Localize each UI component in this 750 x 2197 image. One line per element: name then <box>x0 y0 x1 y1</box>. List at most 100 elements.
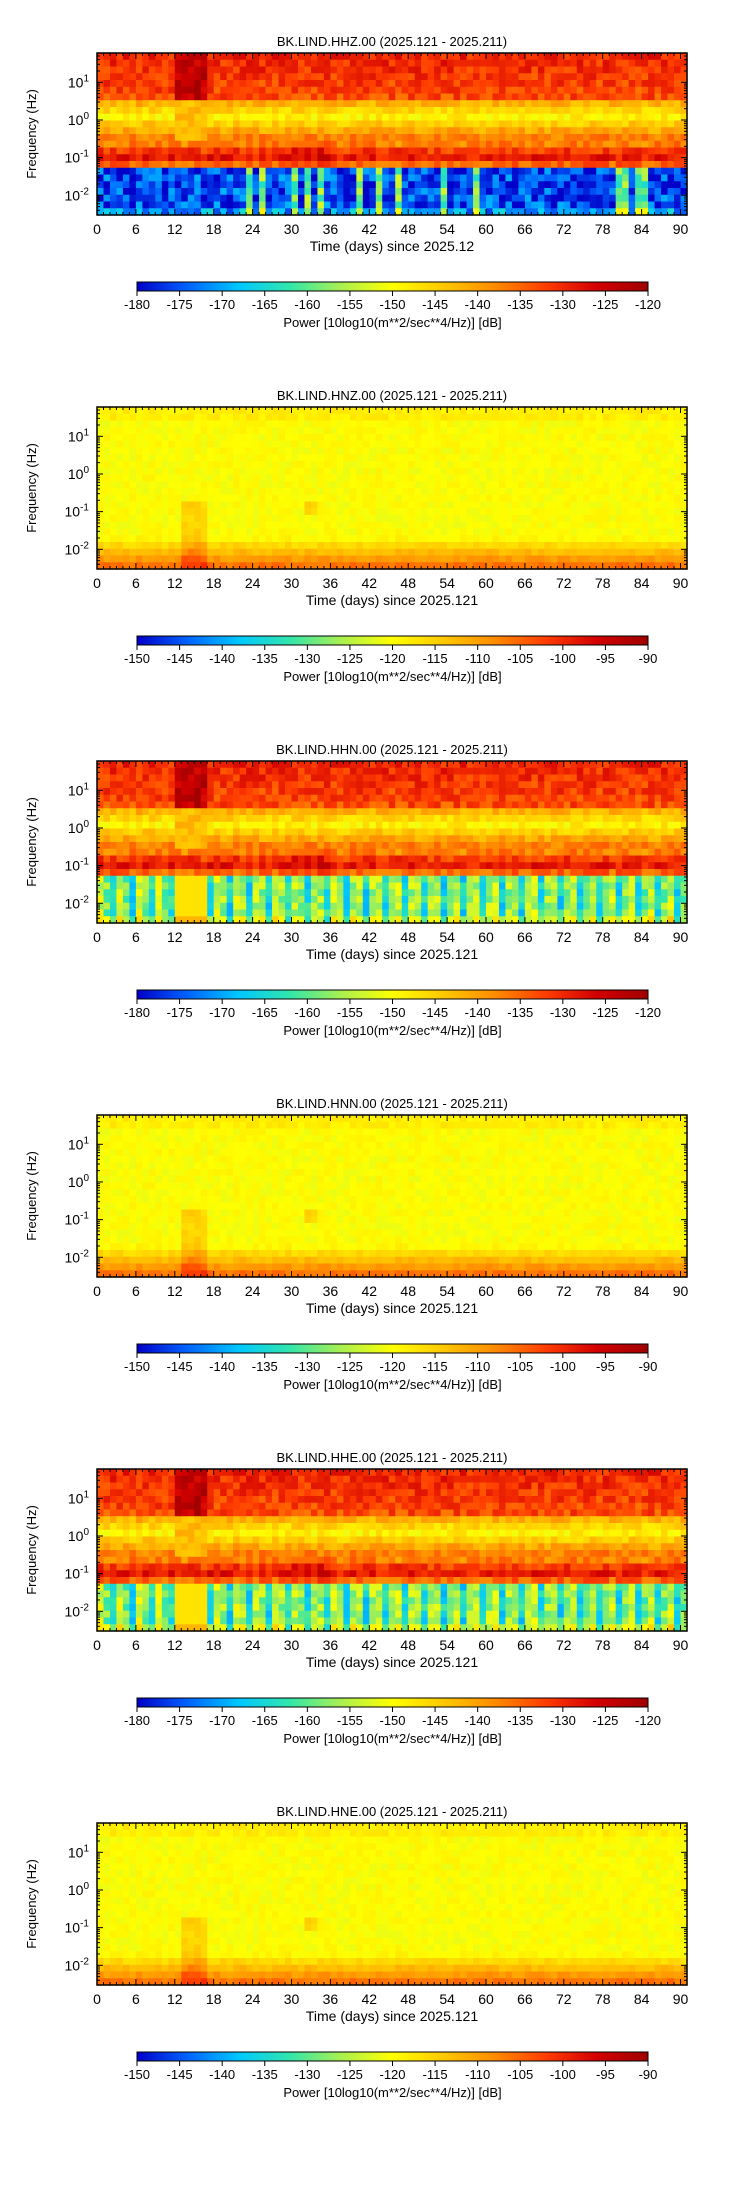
heatmap-cell <box>434 474 442 482</box>
heatmap-cell <box>109 93 118 101</box>
heatmap-cell <box>609 440 617 449</box>
heatmap-cell <box>291 481 299 489</box>
heatmap-cell <box>349 454 357 462</box>
heatmap-cell <box>168 842 176 850</box>
heatmap-cell <box>317 420 325 428</box>
heatmap-cell <box>460 100 468 108</box>
heatmap-cell <box>434 66 442 74</box>
heatmap-cell <box>667 154 675 162</box>
heatmap-cell <box>135 821 143 830</box>
heatmap-cell <box>246 113 254 122</box>
heatmap-cell <box>648 147 656 155</box>
heatmap-cell <box>330 167 338 176</box>
heatmap-cell <box>116 66 124 74</box>
heatmap-cell <box>220 896 228 904</box>
heatmap-cell <box>129 542 137 550</box>
heatmap-cell <box>421 120 429 128</box>
heatmap-cell <box>583 501 591 509</box>
heatmap-cell <box>401 53 409 61</box>
heatmap-cell <box>421 86 429 95</box>
heatmap-cell <box>317 140 325 149</box>
heatmap-cell <box>388 100 396 108</box>
heatmap-cell <box>155 53 163 61</box>
heatmap-cell <box>486 461 494 469</box>
heatmap-cell <box>602 434 610 442</box>
heatmap-cell <box>207 461 215 469</box>
heatmap-cell <box>200 781 208 789</box>
heatmap-cell <box>116 167 124 176</box>
heatmap-cell <box>213 842 221 850</box>
heatmap-cell <box>609 134 617 142</box>
heatmap-cell <box>434 420 442 428</box>
heatmap-cell <box>427 440 435 449</box>
heatmap-cell <box>661 107 669 115</box>
heatmap-cell <box>375 515 383 523</box>
heatmap-cell <box>317 488 325 496</box>
heatmap-cell <box>589 59 597 68</box>
heatmap-cell <box>356 201 364 209</box>
heatmap-cell <box>187 120 195 128</box>
heatmap-cell <box>122 154 131 162</box>
heatmap-cell <box>408 521 416 530</box>
heatmap-cell <box>233 508 241 516</box>
heatmap-cell <box>602 467 610 476</box>
heatmap-cell <box>550 194 558 203</box>
heatmap-cell <box>654 59 662 68</box>
heatmap-cell <box>414 434 422 442</box>
heatmap-cell <box>440 434 448 442</box>
heatmap-cell <box>661 66 669 74</box>
heatmap-cell <box>479 488 487 496</box>
heatmap-cell <box>168 80 176 88</box>
heatmap-cell <box>265 474 273 482</box>
heatmap-cell <box>453 201 461 209</box>
heatmap-cell <box>479 474 487 482</box>
heatmap-cell <box>181 869 189 877</box>
heatmap-cell <box>511 535 520 543</box>
heatmap-cell <box>680 100 688 108</box>
heatmap-cell <box>220 188 228 196</box>
heatmap-cell <box>596 413 604 422</box>
heatmap-cell <box>401 127 409 135</box>
heatmap-cell <box>187 420 195 428</box>
heatmap-cell <box>226 508 234 516</box>
heatmap-cell <box>421 447 429 455</box>
heatmap-cell <box>187 909 195 917</box>
heatmap-cell <box>414 548 422 557</box>
heatmap-cell <box>622 59 630 68</box>
heatmap-cell <box>116 80 124 88</box>
heatmap-cell <box>122 902 131 911</box>
heatmap-cell <box>680 427 688 435</box>
heatmap-cell <box>395 107 403 115</box>
heatmap-cell <box>213 113 221 122</box>
heatmap-cell <box>583 201 591 209</box>
heatmap-cell <box>596 548 604 557</box>
x-tick-label: 78 <box>595 575 611 591</box>
heatmap-cell <box>550 181 558 189</box>
heatmap-cell <box>661 494 669 503</box>
heatmap-cell <box>116 501 124 509</box>
heatmap-cell <box>615 521 623 530</box>
heatmap-cell <box>129 896 137 904</box>
heatmap-cell <box>563 555 571 563</box>
heatmap-cell <box>369 140 377 149</box>
heatmap-cell <box>155 154 163 162</box>
heatmap-cell <box>473 548 481 557</box>
heatmap-cell <box>427 127 435 135</box>
heatmap-cell <box>596 474 604 482</box>
heatmap-cell <box>187 208 195 216</box>
heatmap-cell <box>563 434 571 442</box>
heatmap-cell <box>362 134 370 142</box>
heatmap-cell <box>466 535 474 543</box>
heatmap-cell <box>615 420 623 428</box>
heatmap-cell <box>356 161 364 169</box>
heatmap-cell <box>278 100 286 108</box>
heatmap-cell <box>453 494 461 503</box>
heatmap-cell <box>330 474 338 482</box>
heatmap-cell <box>596 113 604 122</box>
heatmap-cell <box>414 107 422 115</box>
heatmap-cell <box>220 916 228 924</box>
heatmap-cell <box>226 427 234 435</box>
heatmap-cell <box>557 548 565 557</box>
heatmap-cell <box>220 120 228 128</box>
heatmap-cell <box>174 467 182 476</box>
